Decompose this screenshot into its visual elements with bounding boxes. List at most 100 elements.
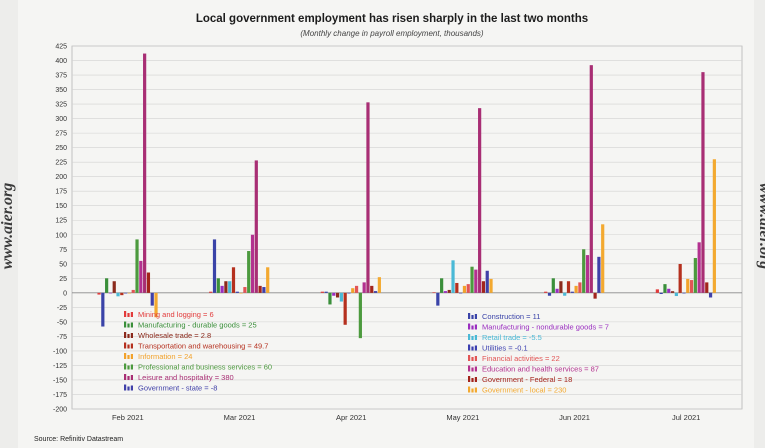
bars [97,53,716,339]
bar [101,292,105,327]
y-tick-label: 175 [55,189,67,196]
legend-swatch [474,345,477,351]
bar [697,242,701,293]
bar [689,280,694,293]
legend-swatch [130,364,133,370]
bar [212,239,217,293]
bar [347,292,351,294]
y-tick-label: 375 [55,73,67,80]
bar [362,282,366,293]
y-tick-label: -75 [57,334,67,341]
bar [451,260,455,293]
legend-label: Wholesale trade = 2.8 [138,331,211,340]
bar [705,282,709,293]
bar [354,285,359,293]
bar [574,285,578,293]
y-tick-label: 200 [55,174,67,181]
bar [97,292,101,295]
bar [485,270,489,293]
legend-label: Government - state = -8 [138,384,217,393]
bar [551,278,555,293]
bar [370,285,374,293]
bar [589,65,593,293]
bar [228,281,232,293]
legend-label: Information = 24 [138,352,192,361]
legend-label: Financial activities = 22 [482,354,560,363]
bar [655,289,659,293]
bar [154,292,158,318]
bar [127,292,132,294]
legend-swatch [468,334,471,340]
legend-label: Government - local = 230 [482,386,566,395]
y-tick-label: -50 [57,319,67,326]
y-tick-label: 125 [55,218,67,225]
bar [250,234,255,293]
bar [570,291,574,293]
bar [150,292,154,306]
x-axis: Feb 2021 Mar 2021 Apr 2021 May 2021 Jun 2021… [112,413,700,422]
legend-swatch [468,323,471,330]
bar [701,72,705,293]
legend-swatch [474,314,477,319]
bar [566,281,571,293]
y-tick-label: 250 [55,145,67,152]
legend-swatch [124,384,127,391]
bar [258,285,262,293]
bar [332,292,336,296]
bar [481,281,486,293]
bar [220,285,224,293]
bar [339,292,343,302]
legend-swatch [468,313,471,319]
chart-title: Local government employment has risen sh… [196,13,588,25]
bar [432,292,436,293]
legend-swatch [127,313,130,317]
y-tick-label: 25 [59,276,67,283]
legend-swatch [468,355,471,361]
bar [466,284,470,293]
bar [135,239,139,293]
bar [231,267,236,293]
legend: Mining and logging = 6 Manufacturing - du… [124,310,609,395]
legend-swatch [127,355,130,359]
bar [597,256,601,293]
legend-swatch [471,315,474,319]
legend-swatch [124,332,127,338]
legend-swatch [471,378,474,382]
chart-subtitle: (Monthly change in payroll employment, t… [300,29,484,38]
bar [358,292,362,339]
bar [663,284,667,293]
legend-swatch [471,367,474,372]
bar [686,278,690,293]
x-tick-label: Mar 2021 [224,413,256,422]
bar [547,292,552,296]
bar [247,251,251,293]
legend-swatch [130,312,133,317]
legend-swatch [127,365,130,370]
bar [678,263,682,293]
legend-swatch [124,321,127,328]
legend-swatch [474,387,477,393]
y-tick-label: -25 [57,305,67,312]
legend-swatch [471,325,474,330]
legend-label: Professional and business services = 60 [138,363,272,372]
bar [563,292,567,296]
legend-label: Mining and logging = 6 [138,310,214,319]
bar [447,289,451,293]
bar [578,282,582,293]
bar [328,292,332,305]
y-tick-label: 75 [59,247,67,254]
legend-swatch [127,386,130,391]
grid [72,45,742,410]
bar [377,277,381,293]
legend-swatch [127,376,130,380]
bar [239,292,243,294]
bar [209,291,213,293]
y-tick-label: -100 [53,348,67,355]
bar [708,292,713,298]
legend-label: Leisure and hospitality = 380 [138,373,234,382]
bar [436,292,440,306]
legend-label: Manufacturing - durable goods = 25 [138,321,257,330]
bar [474,269,478,293]
y-tick-label: -150 [53,377,67,384]
bar [266,267,270,293]
